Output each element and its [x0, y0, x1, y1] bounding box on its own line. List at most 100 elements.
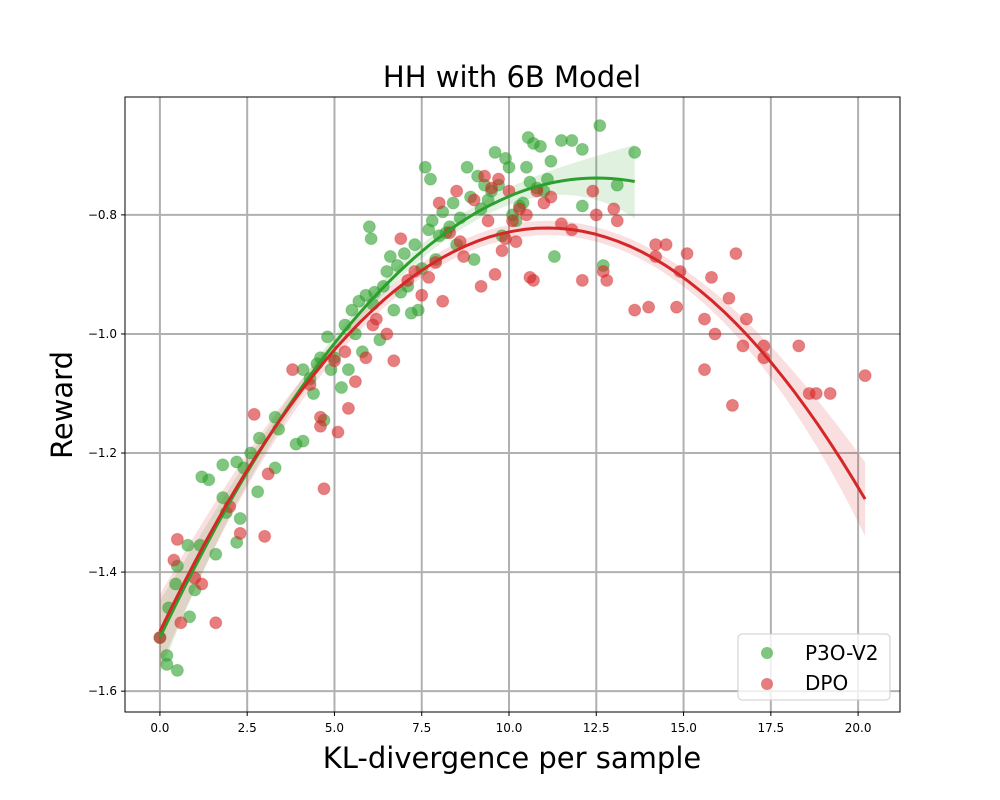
data-point-dpo: [415, 288, 429, 302]
data-point-dpo: [725, 398, 739, 412]
data-point-dpo: [341, 401, 355, 415]
x-tick-label: 7.5: [412, 721, 431, 735]
data-point-dpo: [492, 172, 506, 186]
data-point-dpo: [575, 273, 589, 287]
data-point-dpo: [519, 208, 533, 222]
data-point-dpo: [659, 238, 673, 252]
data-point-dpo: [327, 354, 341, 368]
data-point-dpo: [467, 193, 481, 207]
data-point-p3o-v2: [593, 119, 607, 133]
y-tick-label: −1.4: [88, 565, 117, 579]
data-point-p3o-v2: [460, 160, 474, 174]
legend-label-p3o-v2: P3O-V2: [805, 641, 879, 665]
x-ticks: 0.0 2.5 5.0 7.5 10.0 12.5 15.0 17.5 20.0: [150, 712, 871, 735]
data-point-dpo: [526, 273, 540, 287]
data-point-p3o-v2: [565, 133, 579, 147]
data-point-dpo: [509, 235, 523, 249]
data-point-dpo: [359, 351, 373, 365]
data-point-dpo: [586, 184, 600, 198]
data-point-dpo: [729, 247, 743, 261]
data-point-p3o-v2: [296, 434, 310, 448]
data-point-p3o-v2: [251, 485, 265, 499]
data-point-dpo: [369, 312, 383, 326]
fit-lines: [158, 176, 867, 639]
data-point-p3o-v2: [341, 363, 355, 377]
data-point-dpo: [247, 407, 261, 421]
data-point-dpo: [698, 363, 712, 377]
data-point-dpo: [195, 577, 209, 591]
data-point-dpo: [698, 312, 712, 326]
data-point-dpo: [167, 553, 181, 567]
data-point-p3o-v2: [425, 214, 439, 228]
data-point-dpo: [233, 526, 247, 540]
x-tick-label: 12.5: [583, 721, 610, 735]
data-point-dpo: [338, 345, 352, 359]
x-tick-label: 5.0: [325, 721, 344, 735]
data-point-p3o-v2: [252, 431, 266, 445]
data-point-p3o-v2: [169, 577, 183, 591]
data-point-p3o-v2: [364, 232, 378, 246]
data-point-p3o-v2: [408, 238, 422, 252]
data-point-p3o-v2: [397, 247, 411, 261]
data-point-p3o-v2: [181, 538, 195, 552]
data-point-dpo: [436, 294, 450, 308]
data-point-dpo: [422, 270, 436, 284]
data-point-p3o-v2: [320, 330, 334, 344]
data-point-dpo: [331, 425, 345, 439]
data-point-dpo: [258, 529, 272, 543]
data-point-dpo: [809, 386, 823, 400]
data-point-dpo: [823, 386, 837, 400]
data-point-p3o-v2: [380, 264, 394, 278]
data-point-dpo: [722, 291, 736, 305]
x-tick-label: 20.0: [845, 721, 872, 735]
data-point-p3o-v2: [160, 657, 174, 671]
scatter-points: [153, 119, 872, 677]
data-point-p3o-v2: [362, 220, 376, 234]
x-axis-label: KL-divergence per sample: [323, 741, 701, 775]
data-point-p3o-v2: [575, 199, 589, 213]
data-point-dpo: [506, 214, 519, 228]
data-point-dpo: [589, 208, 603, 222]
data-point-p3o-v2: [345, 303, 359, 317]
y-axis-label: Reward: [45, 351, 79, 459]
data-point-p3o-v2: [575, 142, 589, 156]
data-point-p3o-v2: [502, 160, 516, 174]
data-point-dpo: [457, 250, 471, 264]
x-tick-label: 15.0: [670, 721, 697, 735]
data-point-p3o-v2: [202, 473, 216, 487]
data-point-dpo: [286, 363, 300, 377]
legend-label-dpo: DPO: [805, 671, 848, 695]
y-tick-label: −1.2: [88, 446, 117, 460]
data-point-dpo: [607, 202, 621, 216]
data-point-dpo: [481, 214, 495, 228]
data-point-dpo: [642, 300, 656, 314]
data-point-dpo: [432, 196, 446, 210]
data-point-p3o-v2: [488, 145, 502, 159]
data-point-dpo: [680, 247, 694, 261]
data-point-dpo: [670, 300, 684, 314]
data-point-dpo: [610, 214, 624, 228]
data-point-dpo: [488, 267, 502, 281]
x-tick-label: 2.5: [238, 721, 257, 735]
y-tick-label: −1.0: [88, 327, 117, 341]
data-point-p3o-v2: [383, 250, 397, 264]
data-point-p3o-v2: [233, 512, 247, 526]
data-point-dpo: [708, 327, 722, 341]
data-point-dpo: [544, 190, 558, 204]
data-point-dpo: [858, 369, 872, 383]
data-point-dpo: [313, 419, 327, 433]
x-tick-label: 17.5: [757, 721, 784, 735]
data-point-dpo: [174, 616, 188, 630]
data-point-p3o-v2: [519, 160, 533, 174]
data-point-dpo: [170, 532, 184, 546]
chart-title: HH with 6B Model: [383, 60, 641, 94]
data-point-dpo: [387, 354, 401, 368]
data-point-dpo: [704, 270, 718, 284]
data-point-dpo: [792, 339, 806, 353]
data-point-dpo: [261, 467, 275, 481]
data-point-p3o-v2: [170, 663, 184, 677]
data-point-dpo: [495, 244, 509, 258]
data-point-p3o-v2: [387, 303, 401, 317]
data-point-p3o-v2: [547, 250, 561, 264]
